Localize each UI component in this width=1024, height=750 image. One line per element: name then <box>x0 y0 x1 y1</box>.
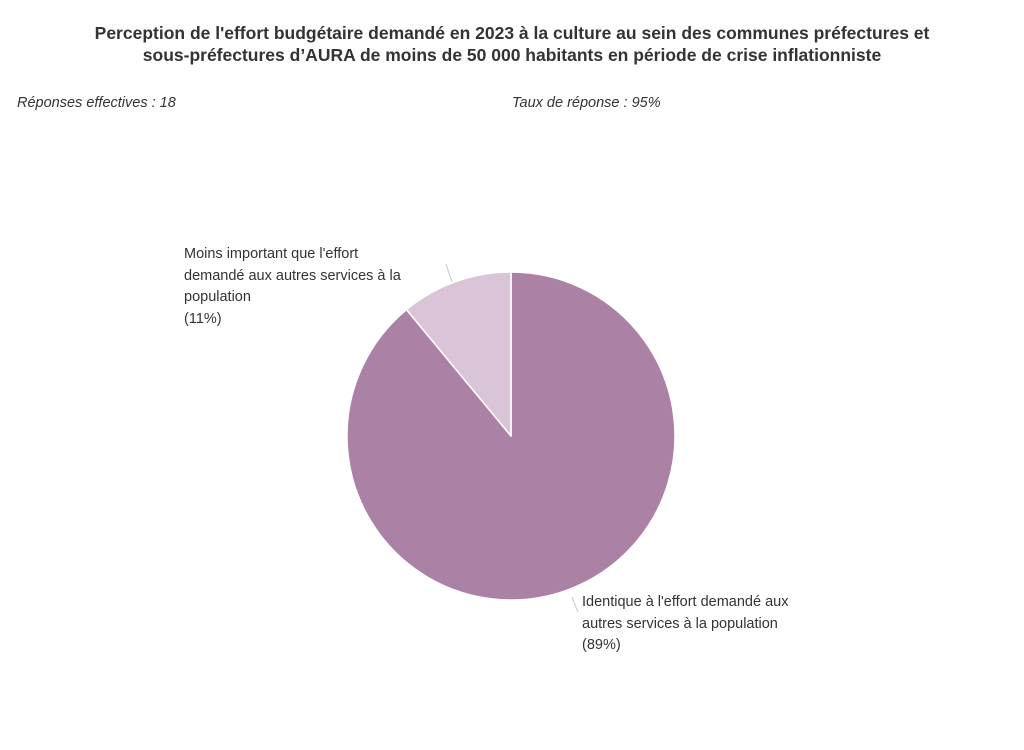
slice-label-moins-important: Moins important que l'effort demandé aux… <box>184 244 401 330</box>
leader-line-identique <box>572 597 578 612</box>
leader-line-moins-important <box>446 264 452 282</box>
slice-label-line: autres services à la population <box>582 614 788 636</box>
slice-label-identique: Identique à l'effort demandé aux autres … <box>582 592 788 657</box>
slice-label-line: Moins important que l'effort <box>184 244 401 266</box>
slice-label-percent: (11%) <box>184 309 401 331</box>
slice-label-percent: (89%) <box>582 635 788 657</box>
slice-label-line: demandé aux autres services à la <box>184 266 401 288</box>
slice-label-line: population <box>184 287 401 309</box>
slice-label-line: Identique à l'effort demandé aux <box>582 592 788 614</box>
